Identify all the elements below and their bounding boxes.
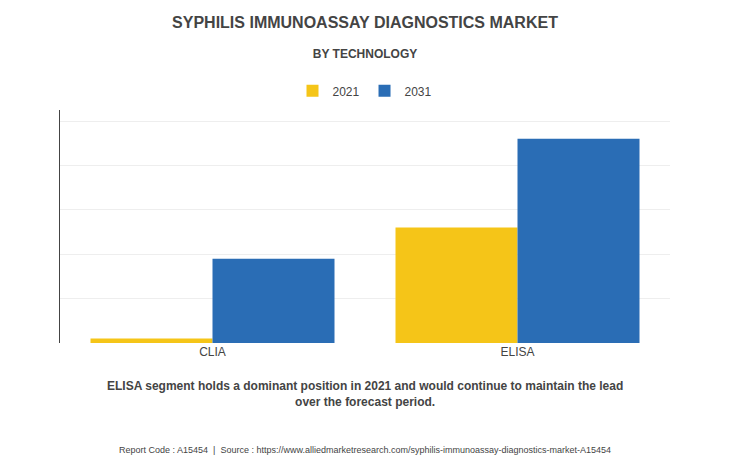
svg-text:2031: 2031 bbox=[405, 85, 432, 99]
svg-text:Report Code : A15454 | Sourc: Report Code : A15454 | Source : https://… bbox=[119, 445, 611, 455]
svg-text:CLIA: CLIA bbox=[199, 345, 226, 359]
svg-text:SYPHILIS IMMUNOASSAY DIAGNOSTI: SYPHILIS IMMUNOASSAY DIAGNOSTICS MARKET bbox=[172, 14, 558, 31]
svg-text:ELISA segment holds a dominant: ELISA segment holds a dominant position … bbox=[107, 379, 623, 409]
svg-text:ELISA: ELISA bbox=[500, 345, 534, 359]
svg-text:2021: 2021 bbox=[333, 85, 360, 99]
svg-text:BY TECHNOLOGY: BY TECHNOLOGY bbox=[313, 47, 417, 61]
